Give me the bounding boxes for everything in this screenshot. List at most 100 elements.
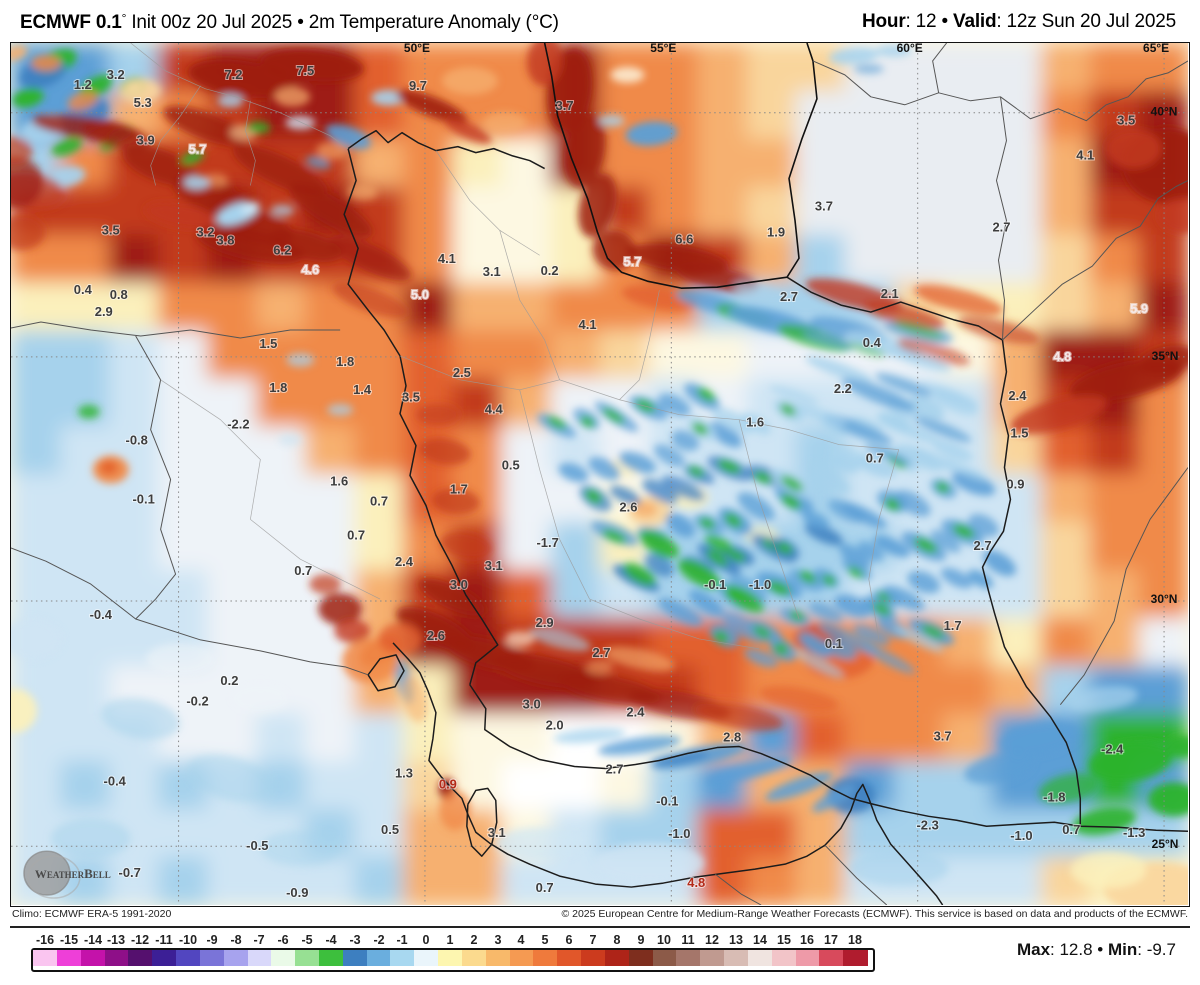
svg-text:3.7: 3.7 (556, 98, 574, 113)
svg-text:2.4: 2.4 (395, 554, 414, 569)
svg-text:2.6: 2.6 (427, 628, 445, 643)
svg-text:2.0: 2.0 (546, 718, 564, 733)
svg-text:-1.3: -1.3 (1123, 825, 1145, 840)
svg-text:2.5: 2.5 (453, 365, 471, 380)
svg-text:-2.4: -2.4 (1101, 742, 1124, 757)
svg-text:1.6: 1.6 (746, 415, 764, 430)
svg-text:3.9: 3.9 (137, 133, 155, 148)
svg-text:1.6: 1.6 (330, 473, 348, 488)
svg-text:5.3: 5.3 (134, 95, 152, 110)
svg-text:2.4: 2.4 (626, 705, 645, 720)
svg-text:2.7: 2.7 (592, 645, 610, 660)
svg-text:2.4: 2.4 (1008, 388, 1027, 403)
svg-text:55°E: 55°E (650, 43, 676, 55)
svg-text:0.7: 0.7 (866, 451, 884, 466)
svg-text:4.8: 4.8 (1053, 349, 1071, 364)
svg-text:-0.2: -0.2 (186, 694, 208, 709)
svg-text:5.9: 5.9 (1130, 301, 1148, 316)
svg-text:0.2: 0.2 (541, 263, 559, 278)
svg-text:1.8: 1.8 (269, 380, 287, 395)
svg-text:1.5: 1.5 (259, 336, 277, 351)
svg-text:60°E: 60°E (897, 43, 923, 55)
svg-text:WEATHERBELL: WEATHERBELL (35, 866, 111, 881)
svg-text:-2.3: -2.3 (916, 817, 938, 832)
svg-text:1.9: 1.9 (767, 224, 785, 239)
svg-text:1.7: 1.7 (450, 481, 468, 496)
svg-text:0.4: 0.4 (74, 282, 93, 297)
svg-text:6.6: 6.6 (675, 231, 693, 246)
svg-text:2.9: 2.9 (95, 304, 113, 319)
svg-text:0.8: 0.8 (110, 287, 128, 302)
svg-text:2.7: 2.7 (780, 289, 798, 304)
svg-text:0.5: 0.5 (502, 458, 520, 473)
svg-text:3.2: 3.2 (107, 67, 125, 82)
svg-text:25°N: 25°N (1152, 837, 1179, 851)
svg-text:2.2: 2.2 (834, 381, 852, 396)
svg-text:-2.2: -2.2 (227, 417, 249, 432)
svg-text:30°N: 30°N (1151, 592, 1178, 606)
svg-text:5.0: 5.0 (411, 287, 429, 302)
svg-text:4.1: 4.1 (579, 317, 597, 332)
svg-text:3.0: 3.0 (523, 697, 541, 712)
svg-text:3.0: 3.0 (450, 577, 468, 592)
svg-text:6.2: 6.2 (273, 242, 291, 257)
svg-text:2.7: 2.7 (974, 538, 992, 553)
svg-text:-0.8: -0.8 (126, 433, 148, 448)
svg-text:2.6: 2.6 (619, 499, 637, 514)
svg-text:4.4: 4.4 (485, 402, 504, 417)
svg-text:-1.0: -1.0 (668, 826, 690, 841)
svg-text:0.7: 0.7 (536, 880, 554, 895)
svg-text:-0.7: -0.7 (119, 865, 141, 880)
svg-text:2.9: 2.9 (536, 615, 554, 630)
svg-text:-0.4: -0.4 (90, 607, 113, 622)
svg-text:-0.1: -0.1 (656, 793, 678, 808)
svg-text:0.7: 0.7 (347, 527, 365, 542)
svg-text:2.1: 2.1 (881, 286, 899, 301)
svg-text:3.7: 3.7 (815, 198, 833, 213)
svg-text:-1.8: -1.8 (1043, 789, 1065, 804)
svg-text:0.7: 0.7 (370, 493, 388, 508)
svg-text:-1.0: -1.0 (1010, 828, 1032, 843)
svg-text:3.1: 3.1 (485, 558, 503, 573)
svg-text:0.1: 0.1 (825, 636, 843, 651)
svg-text:4.1: 4.1 (1076, 148, 1094, 163)
svg-text:3.1: 3.1 (488, 825, 506, 840)
svg-text:1.2: 1.2 (74, 77, 92, 92)
svg-text:-0.1: -0.1 (132, 491, 154, 506)
svg-text:0.4: 0.4 (863, 335, 882, 350)
svg-text:-1.7: -1.7 (536, 535, 558, 550)
svg-text:3.8: 3.8 (216, 232, 234, 247)
svg-text:1.5: 1.5 (1010, 426, 1028, 441)
svg-text:-0.1: -0.1 (704, 577, 726, 592)
svg-text:1.8: 1.8 (336, 354, 354, 369)
svg-text:1.3: 1.3 (395, 765, 413, 780)
svg-text:40°N: 40°N (1151, 105, 1178, 119)
svg-text:0.5: 0.5 (381, 822, 399, 837)
svg-text:4.1: 4.1 (438, 251, 456, 266)
svg-text:3.2: 3.2 (196, 224, 214, 239)
svg-text:0.7: 0.7 (294, 563, 312, 578)
svg-text:1.7: 1.7 (944, 618, 962, 633)
svg-text:0.9: 0.9 (439, 776, 457, 791)
svg-text:-1.0: -1.0 (749, 577, 771, 592)
svg-text:0.7: 0.7 (1062, 822, 1080, 837)
svg-text:3.5: 3.5 (402, 390, 420, 405)
svg-text:-0.4: -0.4 (104, 773, 127, 788)
svg-text:2.7: 2.7 (605, 761, 623, 776)
svg-text:2.7: 2.7 (992, 219, 1010, 234)
svg-text:-0.5: -0.5 (246, 838, 268, 853)
svg-text:5.7: 5.7 (623, 254, 641, 269)
svg-text:5.7: 5.7 (189, 142, 207, 157)
svg-text:50°E: 50°E (404, 43, 430, 55)
svg-text:1.4: 1.4 (353, 382, 372, 397)
svg-text:35°N: 35°N (1152, 349, 1179, 363)
svg-text:7.2: 7.2 (224, 67, 242, 82)
svg-text:9.7: 9.7 (409, 78, 427, 93)
svg-text:3.5: 3.5 (102, 222, 120, 237)
svg-text:4.6: 4.6 (301, 262, 319, 277)
svg-text:2.8: 2.8 (723, 730, 741, 745)
svg-text:3.5: 3.5 (1117, 113, 1135, 128)
svg-text:0.9: 0.9 (1006, 476, 1024, 491)
svg-text:0.2: 0.2 (220, 673, 238, 688)
svg-text:65°E: 65°E (1143, 43, 1169, 55)
